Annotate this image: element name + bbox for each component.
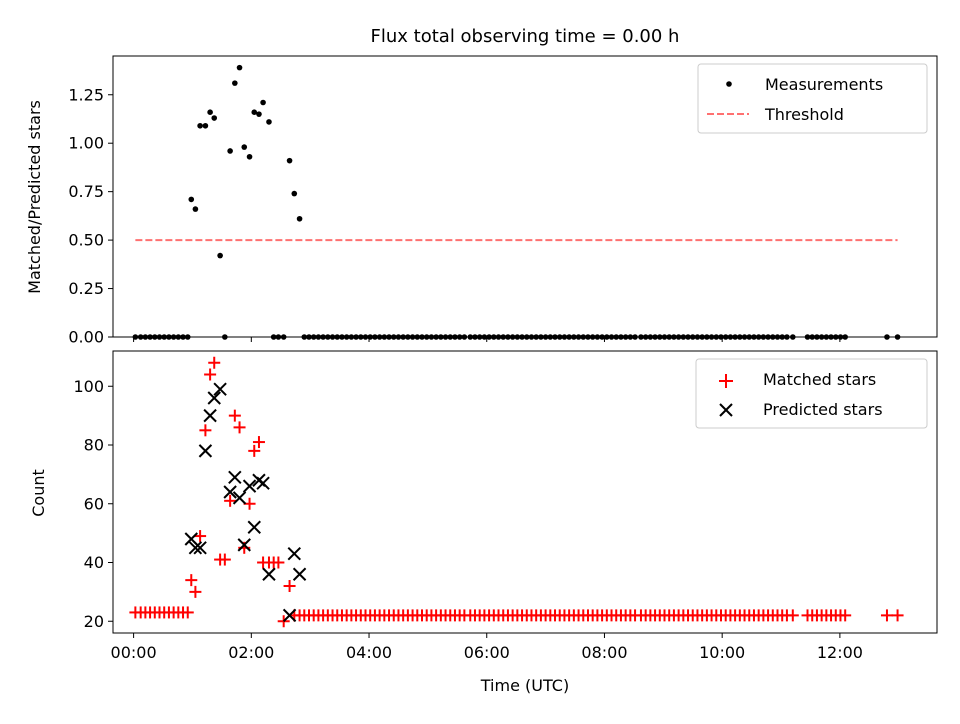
bottom-panel-y-axis: 20 40 60 80 100	[73, 377, 113, 631]
matched-point	[194, 530, 207, 543]
matched-point	[228, 409, 241, 422]
matched-point	[199, 424, 212, 437]
matched-point	[224, 494, 237, 507]
predicted-point	[262, 567, 276, 581]
measurement-point	[241, 144, 248, 150]
matched-point	[204, 368, 217, 381]
measurement-point	[192, 206, 199, 212]
matched-point	[272, 556, 285, 569]
predicted-point	[282, 608, 297, 623]
measurement-point	[217, 252, 223, 259]
measurement-point	[266, 119, 272, 125]
y-tick-label: 60	[84, 494, 104, 513]
x-tick-label: 08:00	[581, 643, 627, 662]
bottom-panel-x-axis: 00:00 02:00 04:00 06:00 08:00 10:00 12:00	[111, 633, 863, 662]
predicted-point	[287, 546, 301, 561]
legend-predicted-label: Predicted stars	[763, 400, 883, 419]
matched-point	[189, 585, 202, 598]
measurement-point	[232, 80, 238, 86]
top-panel-x-axis	[133, 337, 841, 342]
measurement-point	[251, 109, 258, 115]
legend-threshold-label: Threshold	[764, 105, 844, 124]
predicted-point	[232, 491, 247, 505]
top-panel-frame	[112, 55, 938, 338]
predicted-point	[193, 541, 207, 555]
measurement-point	[246, 153, 253, 160]
matched-point	[233, 421, 246, 434]
top-panel-y-label: Matched/Predicted stars	[25, 100, 44, 294]
measurement-point	[291, 190, 298, 197]
y-tick-label: 100	[73, 377, 104, 396]
predicted-point	[223, 485, 237, 499]
y-tick-label: 1.00	[68, 134, 104, 153]
y-tick-label: 0.00	[68, 328, 104, 347]
matched-point	[283, 580, 296, 592]
x-tick-label: 04:00	[346, 643, 392, 662]
y-tick-label: 20	[84, 612, 104, 631]
legend-measurements-marker	[726, 81, 732, 87]
bottom-panel-frame	[112, 350, 938, 634]
top-panel: 0.00 0.25 0.50 0.75 1.00 1.25 Matched/Predict…	[25, 55, 938, 347]
legend-matched-label: Matched stars	[763, 370, 876, 389]
x-tick-label: 00:00	[111, 643, 157, 662]
bottom-panel-marks	[129, 356, 904, 628]
predicted-point	[237, 538, 251, 552]
predicted-point	[203, 408, 217, 423]
measurement-point	[211, 115, 218, 121]
matched-point	[891, 609, 904, 622]
legend-matched-marker	[719, 374, 733, 388]
y-tick-label: 0.25	[68, 279, 104, 298]
y-tick-label: 80	[84, 436, 104, 455]
top-legend-box	[697, 63, 928, 134]
x-tick-label: 02:00	[228, 643, 274, 662]
bottom-panel: 20 40 60 80 100 00:00 02:00 04:00 06:00 08:00 10:…	[29, 350, 938, 695]
matched-point	[218, 553, 231, 566]
measurement-point	[260, 99, 266, 106]
bottom-legend: Matched stars Predicted stars	[695, 358, 928, 429]
legend-measurements-label: Measurements	[765, 75, 883, 94]
matched-point	[786, 609, 799, 622]
predicted-point	[242, 479, 257, 493]
x-tick-label: 12:00	[817, 643, 863, 662]
y-tick-label: 40	[84, 553, 104, 572]
matched-point	[839, 609, 852, 622]
x-tick-label: 10:00	[699, 643, 745, 662]
x-axis-label: Time (UTC)	[480, 676, 569, 695]
legend-predicted-marker	[719, 403, 733, 417]
top-panel-y-axis: 0.00 0.25 0.50 0.75 1.00 1.25	[68, 85, 113, 347]
measurement-point	[286, 157, 293, 164]
chart-title: Flux total observing time = 0.00 h	[371, 26, 680, 47]
matched-point	[181, 606, 194, 619]
matched-point	[185, 574, 198, 587]
y-tick-label: 0.50	[68, 231, 104, 250]
bottom-legend-box	[695, 358, 928, 429]
measurement-point	[202, 122, 209, 129]
predicted-point	[207, 391, 221, 405]
y-tick-label: 1.25	[68, 85, 104, 104]
matched-point	[880, 609, 893, 622]
measurement-point	[256, 111, 262, 117]
measurement-point	[188, 196, 195, 203]
predicted-point	[247, 520, 261, 534]
measurement-point	[227, 148, 233, 154]
x-tick-label: 06:00	[464, 643, 510, 662]
predicted-point	[228, 470, 242, 485]
predicted-point	[188, 541, 203, 555]
top-legend: Measurements Threshold	[697, 63, 928, 134]
measurement-point	[207, 109, 213, 115]
measurement-point	[197, 122, 203, 129]
predicted-point	[198, 444, 213, 458]
matched-point	[248, 444, 261, 457]
matched-point	[208, 356, 221, 369]
measurement-point	[296, 215, 303, 222]
y-tick-label: 0.75	[68, 182, 104, 201]
measurement-point	[236, 64, 243, 71]
matched-point	[252, 436, 265, 449]
predicted-point	[256, 476, 270, 490]
predicted-point	[292, 567, 307, 581]
predicted-point	[213, 382, 227, 396]
bottom-panel-y-label: Count	[29, 469, 48, 517]
